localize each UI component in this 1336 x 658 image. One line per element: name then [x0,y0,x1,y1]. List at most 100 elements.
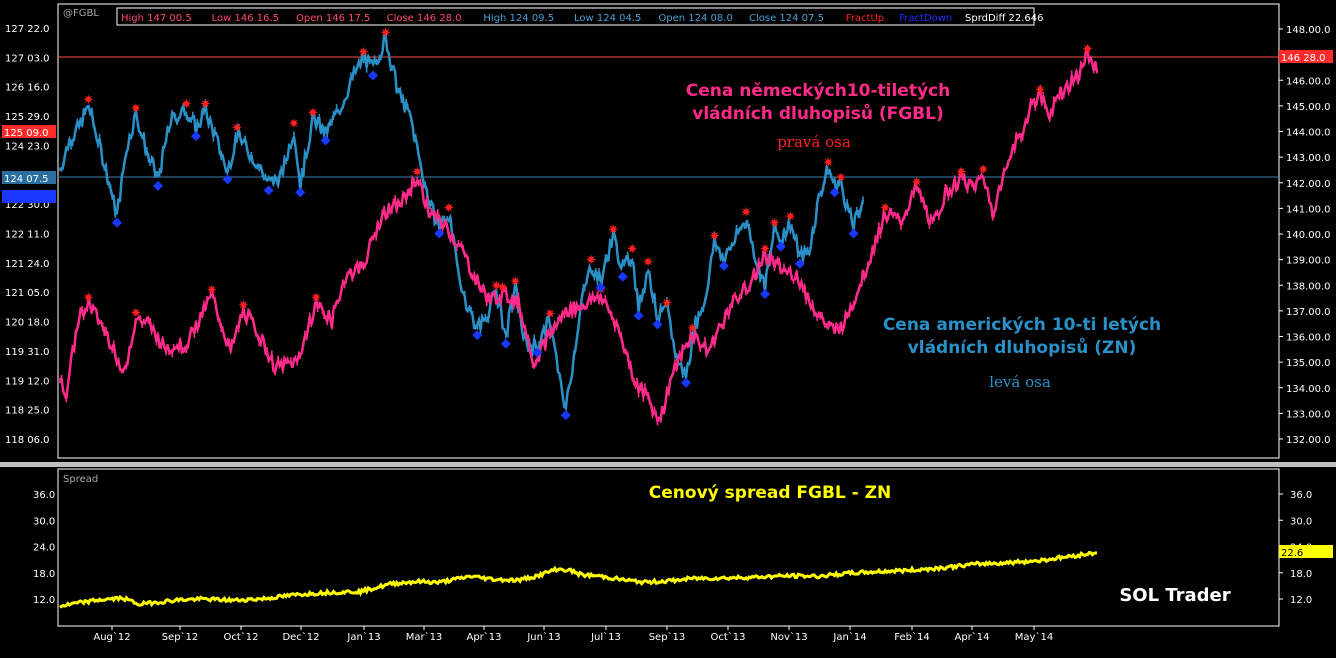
fractal-up-marker [608,224,619,235]
x-tick-label: Nov`13 [770,631,807,643]
zn-left-blue-text: 123 21.0 [4,193,49,204]
main-panel-frame [57,3,1280,459]
right-tick-label: 141.00.0 [1286,204,1331,215]
fractal-down-marker [760,289,771,300]
left-tick-label: 119 12.0 [5,376,50,387]
spread-left-tick-label: 18.0 [33,569,55,580]
fgbl-annotation-line2: vládních dluhopisů (FGBL) [692,102,944,124]
fractal-up-marker [491,280,502,291]
right-axis: 148.00.0147.00.0146.00.0145.00.0144.00.0… [1279,25,1331,446]
fractal-up-marker [1082,43,1093,54]
left-axis: 127 22.0 127 03.0 126 16.0 125 29.0 124 23.0… [5,24,50,446]
fractal-up-marker [769,217,780,228]
fractal-down-marker [617,271,628,282]
left-tick-label: 118 25.0 [5,406,50,417]
right-tick-label: 143.00.0 [1286,153,1331,164]
legend-item: Low 124 04.5 [574,13,641,24]
fgbl-axis-note: pravá osa [777,133,851,151]
fractal-up-marker [83,94,94,105]
fractal-down-marker [222,174,233,185]
legend-item: Open 146 17.5 [296,13,370,24]
left-tick-label: 120 18.0 [5,318,50,329]
spread-series-line [59,550,1098,609]
fractal-up-marker [785,211,796,222]
right-tick-label: 136.00.0 [1286,333,1331,344]
x-tick-label: Jan`14 [832,631,866,643]
watermark: SOL Trader [1119,585,1230,606]
fractal-down-marker [794,258,805,269]
legend-item: Close 146 28.0 [387,13,462,24]
zn-left-value-text: 124 07.5 [4,174,49,185]
fractal-up-marker [643,256,654,267]
zn-series-line [59,31,865,412]
x-tick-label: Mar`13 [406,631,443,643]
fractal-up-marker [443,202,454,213]
zn-left-red-tag [2,125,56,138]
right-tick-label: 135.00.0 [1286,358,1331,369]
legend-item: Open 124 08.0 [658,13,732,24]
right-tick-label: 139.00.0 [1286,256,1331,267]
spread-value-tag [1279,545,1333,558]
fractal-down-marker [595,282,606,293]
zn-annotation-line1: Cena amerických 10-ti letých [883,315,1161,335]
right-tick-label: 137.00.0 [1286,307,1331,318]
legend-item: High 147 00.5 [121,13,192,24]
fractal-down-marker [190,131,201,142]
legend-item: SprdDiff 22.646 [965,13,1044,24]
fractal-down-marker [295,187,306,198]
right-tick-label: 144.00.0 [1286,128,1331,139]
fractal-down-marker [111,217,122,228]
x-tick-label: Oct`13 [710,631,745,643]
fractal-down-marker [718,260,729,271]
fractal-up-marker [1035,84,1046,95]
right-tick-label: 132.00.0 [1286,435,1331,446]
x-tick-label: Jan`13 [346,631,380,643]
fractal-up-marker [911,176,922,187]
fractal-up-marker [880,202,891,213]
fractal-up-marker [662,297,672,308]
zn-left-blue-tag [2,190,56,203]
fractal-up-marker [83,292,94,303]
fractal-up-marker [200,98,211,109]
fractal-up-marker [956,166,967,177]
x-tick-label: Jun`13 [526,631,560,643]
zn-left-red-text: 125 09.0 [4,128,49,139]
spread-left-tick-label: 12.0 [33,595,55,606]
series-layer [59,31,1099,609]
x-tick-label: Feb`14 [894,631,929,643]
right-tick-label: 148.00.0 [1286,25,1331,36]
fractal-up-marker [412,166,423,177]
x-axis: Aug`12 Sep`12 Oct`12 Dec`12 Jan`13 Mar`13 Apr`… [93,626,1053,643]
left-tick-label: 121 24.0 [5,259,50,270]
panel-separator[interactable] [0,462,1336,467]
spread-left-tick-label: 30.0 [33,516,55,527]
left-tick-label: 127 03.0 [5,53,50,64]
fractal-down-marker [500,338,511,349]
fractal-down-marker [367,70,378,81]
fractal-up-marker [835,172,846,183]
right-tick-label: 142.00.0 [1286,179,1331,190]
right-tick-label: 134.00.0 [1286,384,1331,395]
main-panel-label: @FGBL [63,8,99,19]
fractal-up-marker [741,206,752,217]
right-tick-label: 138.00.0 [1286,281,1331,292]
fractal-up-marker [238,299,249,310]
fractal-down-marker [434,228,445,239]
x-tick-label: Sep`12 [162,631,199,643]
spread-left-tick-label: 36.0 [33,490,55,501]
right-tick-label: 140.00.0 [1286,230,1331,241]
left-tick-label: 122 11.0 [5,230,50,241]
legend-item: FractDown [899,13,952,24]
fractal-down-marker [560,410,571,421]
fractal-down-marker [652,319,663,330]
x-tick-label: Dec`12 [282,631,319,643]
x-tick-label: May`14 [1015,631,1053,643]
spread-left-tick-label: 24.0 [33,543,55,554]
fractal-up-marker [380,27,391,38]
fgbl-series-line [59,48,1099,425]
fractal-up-marker [130,103,141,113]
left-tick-label: 119 31.0 [5,347,50,358]
fractal-up-marker [130,307,141,318]
right-tick-label: 146.00.0 [1286,76,1331,87]
